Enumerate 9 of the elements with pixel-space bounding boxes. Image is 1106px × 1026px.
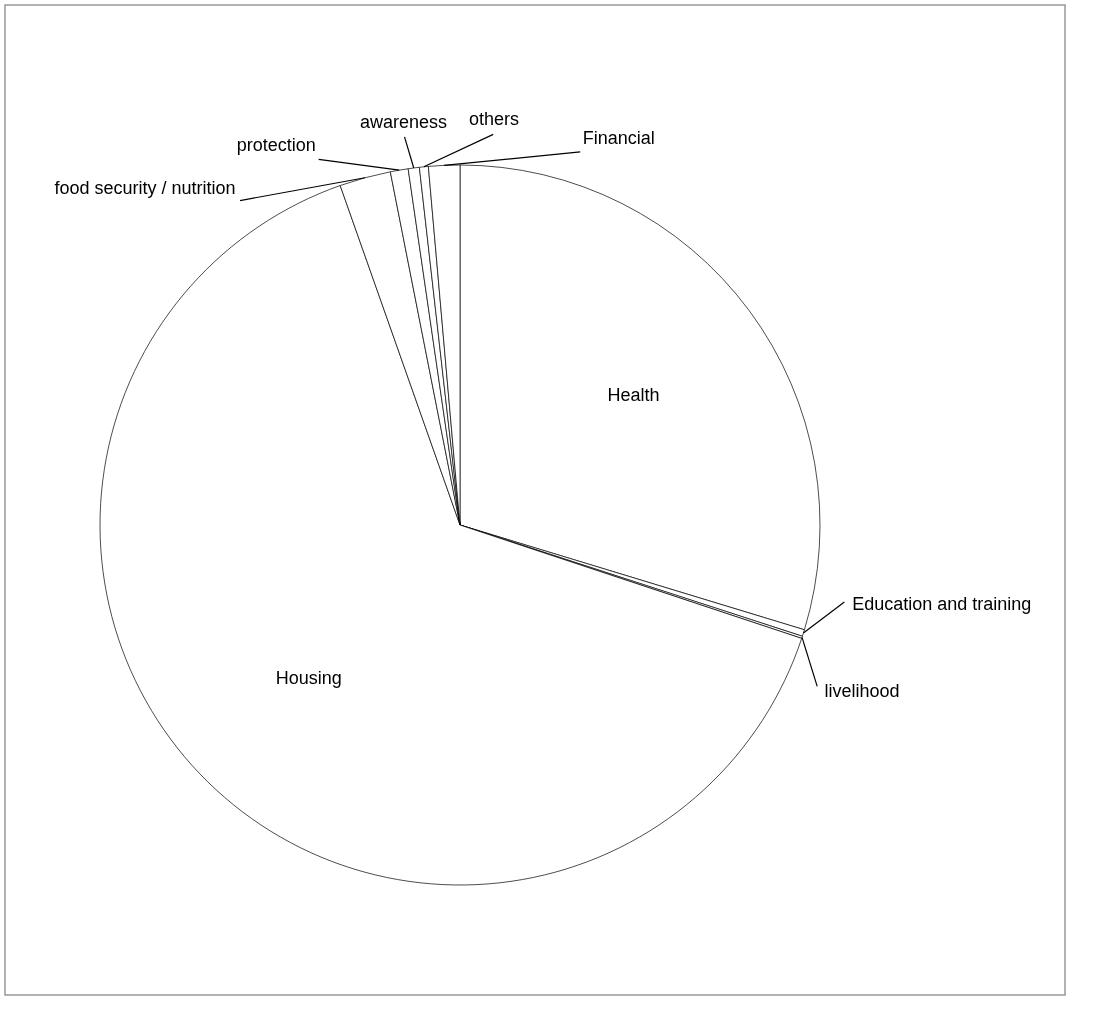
slice-label: livelihood <box>824 681 900 702</box>
slice-label: food security / nutrition <box>54 177 236 198</box>
slice-label: Housing <box>275 668 342 689</box>
slice-label: Education and training <box>852 593 1032 614</box>
slice-label: protection <box>236 135 316 156</box>
slice-label: Health <box>607 385 660 406</box>
slice-label: Financial <box>582 127 655 148</box>
slice-label: awareness <box>359 112 447 133</box>
slice-label: others <box>468 109 519 130</box>
